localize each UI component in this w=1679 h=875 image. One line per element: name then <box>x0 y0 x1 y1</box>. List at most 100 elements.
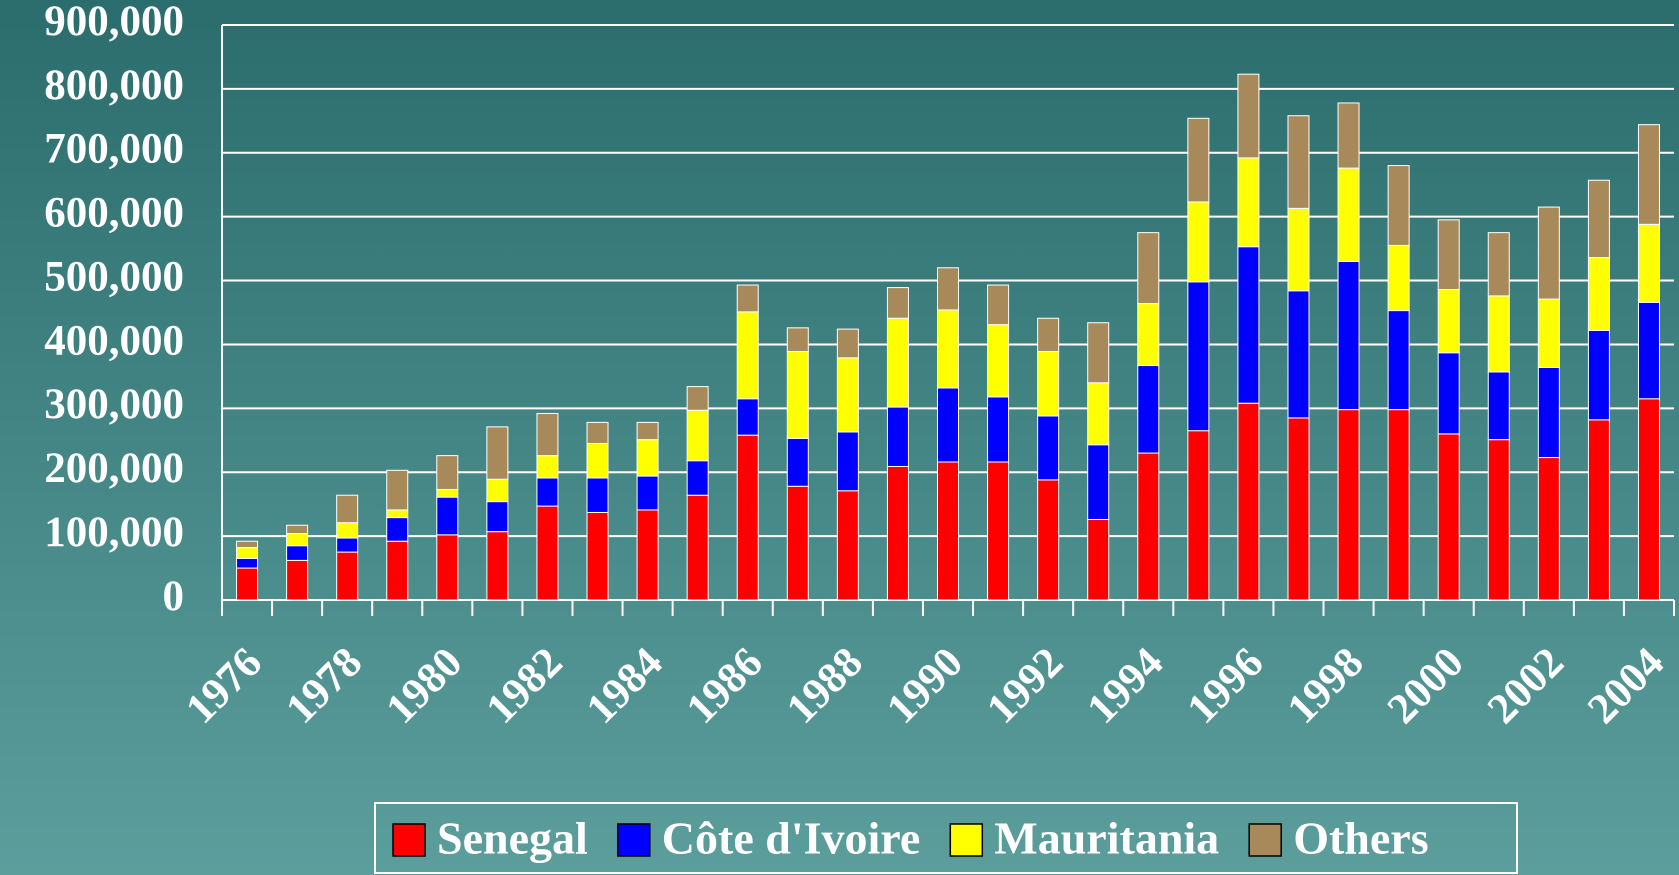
bar-segment <box>1637 301 1660 400</box>
bar-segment <box>1387 165 1410 246</box>
bar-segment <box>937 309 959 389</box>
bar-segment <box>286 559 309 601</box>
bar-segment <box>1587 257 1610 331</box>
bar-segment <box>1437 289 1460 354</box>
bar-segment <box>1137 303 1160 367</box>
bar-segment <box>236 540 259 549</box>
bar-segment <box>1437 219 1460 290</box>
bar-segment <box>436 534 459 601</box>
bar-segment <box>686 494 709 601</box>
bar-segment <box>1437 352 1460 435</box>
bar-segment <box>1187 430 1210 601</box>
bar-segment <box>336 537 359 553</box>
bar-segment <box>1587 329 1610 421</box>
bar-segment <box>1187 201 1210 283</box>
bar-segment <box>636 475 659 511</box>
y-tick-label: 300,000 <box>44 381 184 428</box>
bar-segment <box>386 509 409 519</box>
bar-segment <box>586 421 609 444</box>
bar-segment <box>786 437 809 487</box>
bar-segment <box>1287 115 1310 209</box>
bar-segment <box>586 442 609 479</box>
bar-segment <box>1337 167 1360 262</box>
y-tick-label: 900,000 <box>44 0 184 45</box>
legend-swatch <box>949 823 984 857</box>
bar-segment <box>1087 519 1110 601</box>
bar-segment <box>1387 244 1410 312</box>
bar-segment <box>686 386 709 411</box>
bar-segment <box>236 557 259 569</box>
bar-segment <box>1287 290 1310 419</box>
bar-segment <box>786 485 809 601</box>
bar-segment <box>886 406 909 467</box>
bar-segment <box>236 547 259 559</box>
bar-segment <box>736 311 759 400</box>
y-tick-label: 400,000 <box>44 317 184 364</box>
bar-segment <box>736 398 759 436</box>
bar-segment <box>486 478 509 503</box>
bar-segment <box>1387 310 1410 411</box>
y-tick-label: 800,000 <box>44 62 184 109</box>
bar-segment <box>286 524 309 535</box>
bar-segment <box>1487 295 1510 373</box>
bar-segment <box>1537 298 1560 368</box>
bar-segment <box>836 328 859 359</box>
bar-segment <box>1637 223 1660 303</box>
bar-segment <box>1287 417 1310 601</box>
bar-segment <box>987 324 1010 398</box>
bar-segment <box>987 461 1010 601</box>
bar-segment <box>1537 366 1560 459</box>
bar-segment <box>1487 232 1510 297</box>
bar-segment <box>1037 350 1060 417</box>
legend-swatch <box>1248 823 1282 857</box>
bar-segment <box>1087 382 1110 446</box>
y-tick-label: 0 <box>163 573 185 620</box>
bar-segment <box>1387 409 1410 601</box>
bar-segment <box>1237 402 1260 601</box>
bar-segment <box>1187 281 1210 432</box>
bar-segment <box>336 522 359 539</box>
bar-segment <box>486 426 509 480</box>
bar-segment <box>1487 439 1510 601</box>
bar-segment <box>1237 246 1260 404</box>
bar-segment <box>236 567 259 601</box>
bar-segment <box>937 267 959 311</box>
bar-segment <box>286 545 309 561</box>
y-tick-label: 500,000 <box>44 253 184 300</box>
bar-segment <box>636 421 659 441</box>
bar-segment <box>1337 102 1360 169</box>
bar-segment <box>1037 415 1060 481</box>
bar-segment <box>386 469 409 511</box>
bar-segment <box>886 317 909 408</box>
legend-label: Others <box>1293 813 1428 864</box>
bar-segment <box>586 477 609 513</box>
bar-segment <box>586 511 609 601</box>
bar-segment <box>1037 479 1060 601</box>
bar-segment <box>736 434 759 601</box>
bar-segment <box>486 501 509 533</box>
bar-segment <box>1137 452 1160 601</box>
y-tick-label: 100,000 <box>44 509 184 556</box>
legend: Senegal Côte d'Ivoire Mauritania Others <box>392 813 1429 864</box>
bar-segment <box>836 490 859 601</box>
bar-segment <box>886 465 909 601</box>
bar-segment <box>786 350 809 439</box>
bar-segment <box>1287 207 1310 292</box>
bar-segment <box>1337 260 1360 411</box>
legend-label: Côte d'Ivoire <box>662 813 921 864</box>
bar-segment <box>1337 409 1360 601</box>
bar-segment <box>636 509 659 601</box>
bar-segment <box>386 517 409 542</box>
bar-segment <box>336 494 359 524</box>
bar-segment <box>736 284 759 313</box>
bar-segment <box>536 477 559 507</box>
bar-segment <box>386 540 409 601</box>
bar-segment <box>937 387 959 463</box>
bar-segment <box>1237 157 1260 248</box>
bar-segment <box>336 551 359 601</box>
bar-segment <box>536 455 559 479</box>
bar-segment <box>1537 457 1560 601</box>
bar-segment <box>836 431 859 492</box>
